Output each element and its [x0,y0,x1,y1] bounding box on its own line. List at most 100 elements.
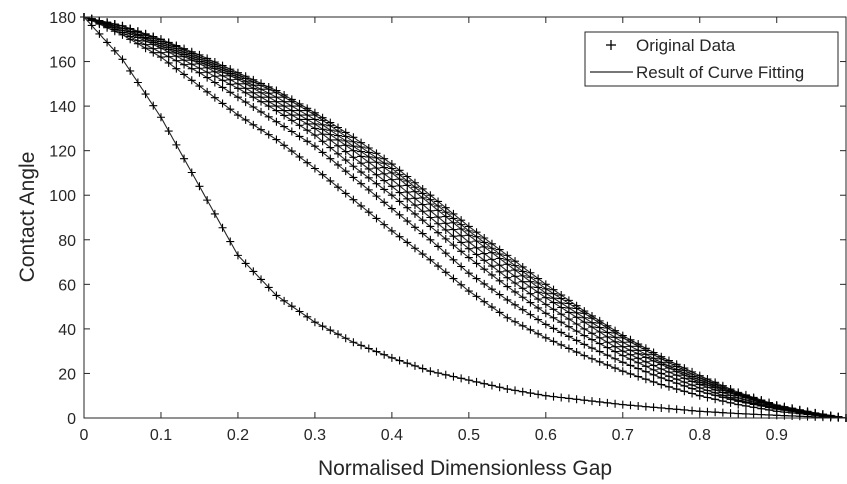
data-point [618,400,627,409]
data-point [257,79,266,88]
data-point [295,152,304,161]
data-point [518,305,527,314]
data-point [387,191,396,200]
data-point [334,183,342,192]
data-point [588,354,596,363]
data-point [526,298,535,307]
data-point [626,401,635,410]
legend-label-original-data: Original Data [636,36,736,55]
data-point [495,276,504,285]
data-point [765,398,774,407]
data-point [626,369,635,378]
data-point [195,50,204,59]
data-point [172,41,181,50]
data-point [434,197,443,206]
data-point [226,105,235,114]
data-point [326,118,335,127]
x-tick-label: 0.1 [150,427,172,444]
x-tick-label: 0.9 [766,427,788,444]
data-point [441,219,450,228]
fit-curve-3 [83,16,847,419]
data-point [357,341,366,350]
data-point [457,262,466,271]
data-point [364,143,373,152]
data-point [780,402,789,411]
data-point [511,386,520,395]
data-point [549,337,558,346]
data-point [372,179,381,188]
data-point [380,220,389,229]
data-point [449,209,458,218]
data-point [372,192,381,201]
y-tick-label: 140 [49,99,76,116]
data-point [364,173,373,182]
data-point [611,354,620,363]
data-point [472,259,481,268]
data-point [464,376,473,385]
data-point [464,238,473,247]
data-point [603,351,612,360]
data-point [572,395,581,404]
data-point [364,344,373,353]
data-point [557,310,566,319]
data-point [210,58,219,67]
data-point [541,333,550,342]
data-point [349,133,358,142]
data-point [580,340,589,349]
data-point [287,95,296,104]
data-point [572,319,581,328]
data-point [641,375,650,384]
data-point [349,195,358,204]
data-point [464,287,473,296]
data-point [318,137,327,146]
data-point [133,78,142,87]
data-point [264,283,273,292]
data-point [280,122,289,131]
data-point [187,168,196,177]
data-point [472,274,481,283]
x-tick-label: 0.5 [458,427,480,444]
data-point [549,324,558,333]
data-point [434,368,443,377]
data-point [187,47,196,56]
data-point [110,20,119,29]
data-point [426,213,435,222]
x-tick-label: 0.4 [381,427,403,444]
data-point [441,203,450,212]
data-point [357,168,366,177]
data-point [395,166,404,175]
data-point [203,196,212,205]
data-point [403,203,412,212]
data-point [334,330,342,339]
data-markers [80,13,847,422]
data-point [657,352,666,361]
data-point [503,295,512,304]
data-point [503,313,512,322]
data-point [511,300,520,309]
x-tick-label: 0.3 [304,427,326,444]
data-point [487,255,496,264]
data-point [287,302,296,311]
data-point [372,214,381,223]
data-point [595,397,604,406]
data-point [110,46,119,55]
data-point [257,107,266,116]
data-point [695,371,704,380]
data-point [534,303,543,312]
data-point [410,361,419,370]
data-point [418,250,427,259]
data-point [364,185,373,194]
data-point [818,410,827,419]
data-point [434,262,443,271]
data-point [580,324,589,333]
data-point [264,130,273,139]
data-point [449,372,458,381]
data-point [241,259,250,268]
data-point [310,108,319,117]
legend-box [584,31,839,87]
data-point [334,149,342,158]
data-point [180,154,189,163]
data-point [718,381,727,390]
data-point [788,404,797,413]
